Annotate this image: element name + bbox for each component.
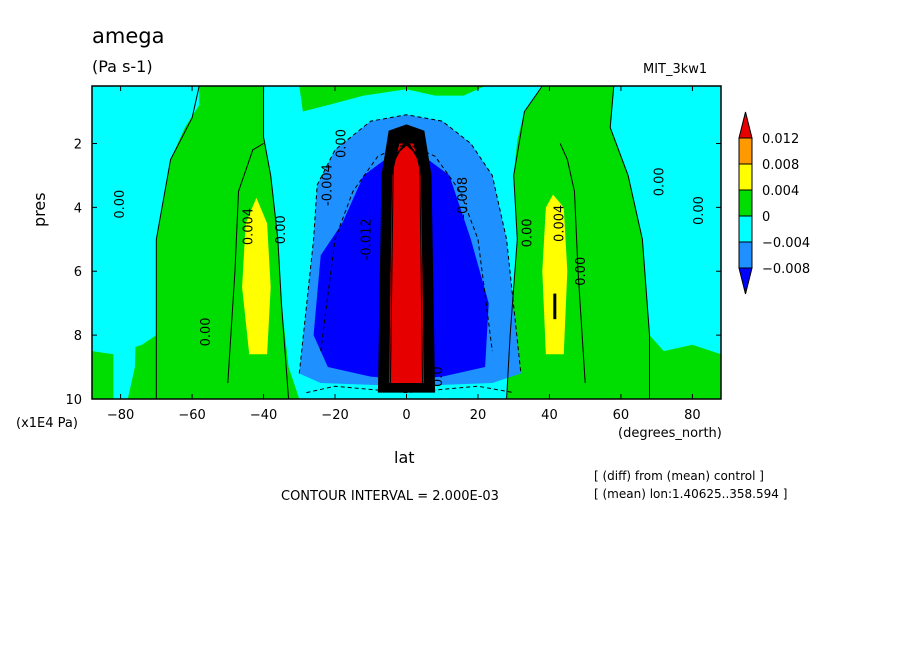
contour-line-9 bbox=[559, 143, 586, 384]
contour-label-13: 0.00 bbox=[692, 196, 707, 225]
y-tick-label-3: 6 bbox=[74, 265, 82, 280]
field-yellow-north bbox=[542, 194, 568, 355]
field-green-top bbox=[299, 86, 486, 112]
y-tick-label-1: 2 bbox=[74, 137, 82, 152]
colorbar-label-4: 0 bbox=[762, 210, 770, 225]
y-tick-label-4: 8 bbox=[74, 329, 82, 344]
colorbar-segment-7 bbox=[738, 267, 753, 295]
chart-title: amega bbox=[92, 24, 165, 48]
contour-line-core-5 bbox=[382, 144, 431, 387]
contour-label-9: 0.00 bbox=[521, 218, 536, 247]
y-axis-multiplier: (x1E4 Pa) bbox=[16, 416, 78, 431]
field-cyan-north-strip bbox=[656, 133, 693, 336]
mean-note: [ (mean) lon:1.40625..358.594 ] bbox=[594, 487, 788, 501]
contour-line-7 bbox=[306, 385, 514, 394]
colorbar-segment-3 bbox=[738, 163, 753, 191]
colorbar-segment-2 bbox=[738, 137, 753, 165]
contour-label-2: 0.00 bbox=[199, 317, 214, 346]
contour-label-1: 0.00 bbox=[113, 190, 128, 219]
y-tick-label-2: 4 bbox=[74, 201, 82, 216]
x-tick-label-3: −40 bbox=[250, 408, 277, 423]
contour-line-8 bbox=[227, 143, 264, 384]
contour-label-14: 0.0 bbox=[431, 366, 446, 387]
colorbar-label-2: 0.008 bbox=[762, 158, 799, 173]
contour-interval: CONTOUR INTERVAL = 2.000E-03 bbox=[281, 489, 499, 504]
run-label: MIT_3kw1 bbox=[643, 62, 708, 77]
contour-line-3 bbox=[506, 85, 543, 400]
x-axis-label: lat bbox=[394, 448, 415, 467]
contour-line-core-2 bbox=[388, 139, 425, 387]
x-tick-label-1: −80 bbox=[107, 408, 134, 423]
x-tick-label-6: 20 bbox=[470, 408, 487, 423]
diff-note: [ (diff) from (mean) control ] bbox=[594, 469, 764, 483]
colorbar-label-3: 0.004 bbox=[762, 184, 799, 199]
contour-label-6: 0.00 bbox=[335, 129, 350, 158]
x-tick-label-8: 60 bbox=[613, 408, 630, 423]
colorbar-label-5: −0.004 bbox=[762, 236, 810, 251]
contour-line-core-3 bbox=[386, 141, 427, 387]
field-cyan-south-strip bbox=[113, 133, 139, 400]
contour-line-core-4 bbox=[384, 142, 429, 387]
colorbar-label-1: 0.012 bbox=[762, 132, 799, 147]
colorbar-segment-5 bbox=[738, 215, 753, 243]
contour-label-3: 0.004 bbox=[242, 208, 257, 245]
contour-label-8: -0.008 bbox=[456, 177, 471, 219]
contour-label-4: 0.00 bbox=[274, 215, 289, 244]
contour-line-5 bbox=[298, 114, 522, 374]
x-tick-label-4: −20 bbox=[321, 408, 348, 423]
contour-line-2 bbox=[263, 86, 290, 400]
chart-units: (Pa s-1) bbox=[92, 57, 153, 76]
colorbar-segment-1 bbox=[738, 111, 753, 139]
contour-label-11: 0.00 bbox=[574, 257, 589, 286]
field-yellow-south bbox=[242, 197, 271, 355]
contour-label-7: -0.012 bbox=[360, 218, 375, 260]
x-tick-label-9: 80 bbox=[684, 408, 701, 423]
x-tick-label-2: −60 bbox=[178, 408, 205, 423]
contour-label-10: 0.004 bbox=[553, 205, 568, 242]
colorbar-label-6: −0.008 bbox=[762, 262, 810, 277]
contour-label-12: 0.00 bbox=[653, 167, 668, 196]
y-tick-label-5: 10 bbox=[65, 393, 82, 408]
contour-line-1 bbox=[155, 85, 200, 399]
x-tick-label-7: 40 bbox=[541, 408, 558, 423]
colorbar-segment-4 bbox=[738, 189, 753, 217]
field-red-core bbox=[388, 143, 425, 384]
colorbar-segment-6 bbox=[738, 241, 753, 269]
x-axis-units: (degrees_north) bbox=[618, 426, 722, 441]
x-tick-label-5: 0 bbox=[402, 408, 410, 423]
contour-label-5: -0.004 bbox=[320, 164, 335, 206]
contour-line-4 bbox=[609, 85, 651, 399]
contour-line-core-1 bbox=[389, 137, 424, 387]
